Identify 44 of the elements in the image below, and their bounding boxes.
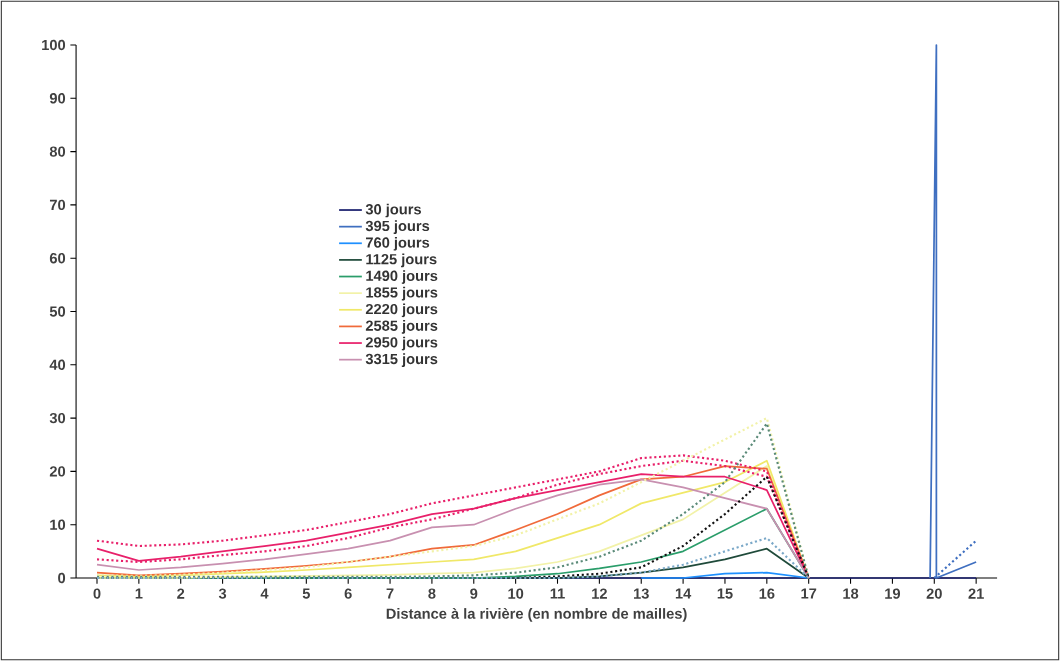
y-tick-label: 90 xyxy=(49,93,66,104)
y-tick-label: 70 xyxy=(49,199,66,211)
x-axis-title: Distance à la rivière (en nombre de mailles) xyxy=(386,607,687,622)
x-tick-label: 15 xyxy=(717,588,733,599)
legend-label: 760 jours xyxy=(366,236,430,251)
y-tick-label: 0 xyxy=(58,572,66,584)
x-tick-label: 10 xyxy=(508,588,524,599)
x-tick-label: 12 xyxy=(592,588,607,599)
x-tick-label: 16 xyxy=(759,588,775,599)
y-tick-label: 100 xyxy=(42,39,66,51)
x-tick-label: 8 xyxy=(428,588,436,599)
legend-label: 1490 jours xyxy=(366,270,438,284)
y-tick-label: 80 xyxy=(49,146,66,157)
x-tick-label: 9 xyxy=(470,588,478,599)
x-tick-label: 4 xyxy=(260,588,269,599)
x-tick-label: 1 xyxy=(135,588,143,599)
y-tick-label: 20 xyxy=(49,466,66,477)
x-tick-label: 11 xyxy=(550,588,565,599)
x-tick-label: 21 xyxy=(968,588,984,599)
legend-label: 1855 jours xyxy=(366,286,438,301)
y-tick-label: 50 xyxy=(49,306,66,317)
y-tick-label: 30 xyxy=(49,412,66,424)
x-tick-label: 17 xyxy=(801,588,817,599)
legend-label: 395 jours xyxy=(365,220,430,234)
legend-label: 3315 jours xyxy=(365,353,438,368)
x-tick-label: 19 xyxy=(885,588,901,599)
x-tick-label: 20 xyxy=(926,588,942,599)
x-tick-label: 5 xyxy=(302,588,310,599)
legend-label: 2950 jours xyxy=(365,336,438,351)
x-tick-label: 2 xyxy=(177,588,185,599)
legend-label: 2220 jours xyxy=(365,303,438,318)
x-tick-label: 3 xyxy=(218,588,227,599)
x-tick-label: 18 xyxy=(843,588,859,599)
legend-label: 1125 jours xyxy=(366,253,437,268)
x-tick-label: 13 xyxy=(634,588,649,599)
x-tick-label: 7 xyxy=(386,588,394,599)
x-tick-label: 14 xyxy=(675,588,692,599)
y-tick-label: 10 xyxy=(50,519,66,530)
x-tick-label: 0 xyxy=(93,588,101,599)
x-tick-label: 6 xyxy=(344,588,352,599)
y-tick-label: 40 xyxy=(49,359,66,370)
y-tick-label: 60 xyxy=(49,253,66,264)
legend-label: 30 jours xyxy=(365,203,422,218)
legend-label: 2585 jours xyxy=(365,320,438,334)
